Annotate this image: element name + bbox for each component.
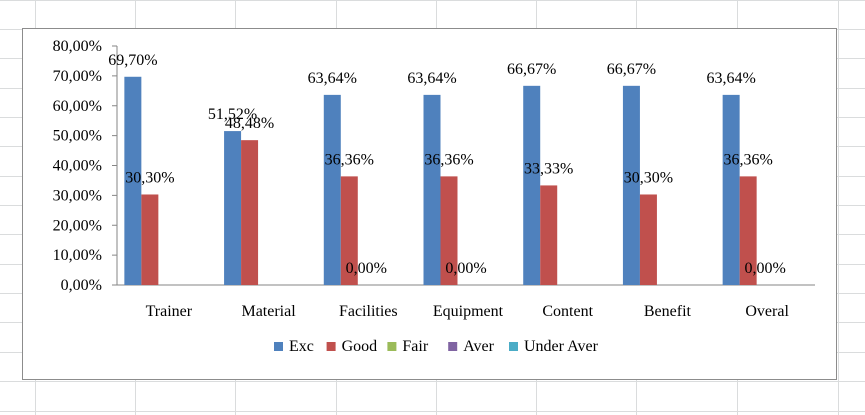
data-label: 69,70% [108, 52, 157, 69]
data-label: 0,00% [744, 260, 785, 277]
bar-exc[interactable] [224, 131, 242, 285]
legend: Exc Good Fair Aver Under Aver [274, 338, 599, 355]
data-label: 63,64% [308, 70, 357, 87]
data-label: 33,33% [524, 160, 573, 177]
legend-label: Under Aver [524, 338, 599, 355]
data-label: 30,30% [125, 169, 174, 186]
bar-exc[interactable] [124, 76, 142, 286]
y-tick-label: 40,00% [53, 158, 102, 175]
legend-swatch-aver [448, 342, 458, 351]
data-label: 63,64% [706, 70, 755, 87]
bar-good[interactable] [241, 140, 259, 285]
y-tick-label: 30,00% [53, 187, 102, 204]
data-label: 51,52% [208, 106, 257, 123]
data-label: 30,30% [624, 169, 673, 186]
bar-good[interactable] [639, 194, 657, 285]
y-tick-label: 60,00% [53, 98, 102, 115]
legend-label: Exc [289, 338, 314, 355]
bar-good[interactable] [540, 185, 558, 285]
y-tick-label: 10,00% [53, 247, 102, 264]
x-category-label: Facilities [339, 303, 398, 320]
y-tick-label: 70,00% [53, 68, 102, 85]
legend-label: Aver [463, 338, 494, 355]
data-label: 36,36% [723, 151, 772, 168]
x-category-label: Benefit [644, 303, 692, 320]
data-label: 36,36% [325, 151, 374, 168]
bar-good[interactable] [440, 176, 458, 285]
y-tick-label: 50,00% [53, 128, 102, 145]
legend-label: Good [342, 338, 378, 355]
data-label: 66,67% [607, 61, 656, 78]
data-label: 63,64% [407, 70, 456, 87]
legend-swatch-under-aver [509, 342, 518, 351]
bar-good[interactable] [739, 176, 757, 285]
data-label: 0,00% [346, 260, 387, 277]
bar-exc[interactable] [323, 94, 341, 285]
legend-swatch-fair [387, 342, 397, 351]
x-category-label: Material [241, 303, 296, 320]
bar-good[interactable] [141, 194, 159, 285]
bar-good[interactable] [340, 176, 358, 285]
bar-exc[interactable] [722, 94, 740, 285]
y-tick-label: 20,00% [53, 217, 102, 234]
y-tick-label: 80,00% [53, 38, 102, 55]
bar-exc[interactable] [622, 85, 640, 286]
data-label: 0,00% [445, 260, 486, 277]
data-label: 66,67% [507, 61, 556, 78]
data-label: 36,36% [424, 151, 473, 168]
y-tick-label: 0,00% [61, 277, 102, 294]
legend-swatch-good [326, 342, 336, 351]
bar-exc[interactable] [523, 85, 541, 286]
legend-swatch-exc [274, 342, 283, 351]
x-category-label: Overal [745, 303, 789, 320]
data-label: 48,48% [225, 115, 274, 132]
legend-label: Fair [402, 338, 428, 355]
x-category-label: Equipment [433, 303, 504, 320]
bar-exc[interactable] [423, 94, 441, 285]
x-category-label: Content [542, 303, 593, 320]
x-category-label: Trainer [146, 303, 193, 320]
